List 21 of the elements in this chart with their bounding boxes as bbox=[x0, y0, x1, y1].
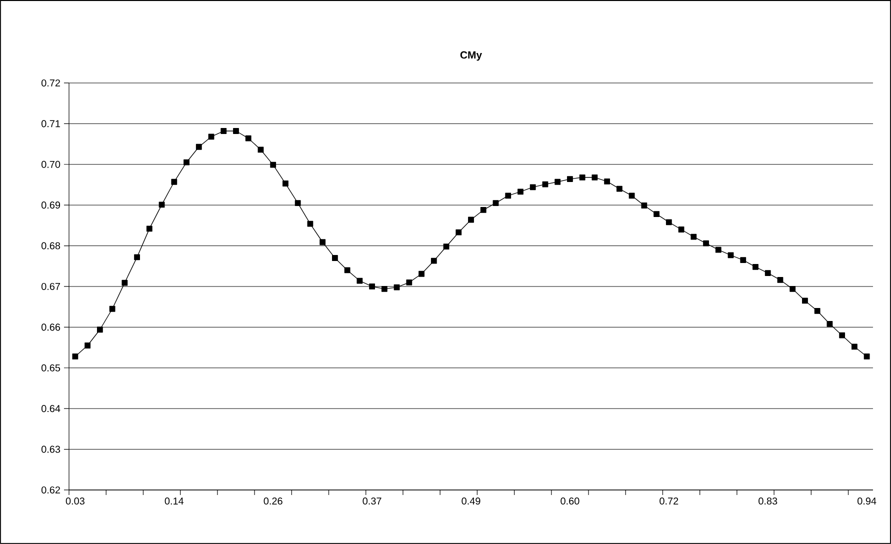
y-tick-label: 0.67 bbox=[41, 282, 60, 290]
y-tick-label: 0.66 bbox=[41, 324, 60, 331]
x-tick-label: 0.37 bbox=[362, 498, 382, 505]
y-tick-label: 0.65 bbox=[41, 364, 60, 372]
chart-title: CMy bbox=[460, 51, 482, 61]
y-tick-label: 0.72 bbox=[41, 79, 60, 87]
x-tick-label: 0.60 bbox=[560, 498, 580, 505]
x-tick-label: 0.26 bbox=[264, 498, 282, 505]
x-tick-label: 0.94 bbox=[858, 498, 876, 505]
x-tick-label: 0.49 bbox=[462, 498, 480, 505]
y-tick-label: 0.68 bbox=[41, 242, 60, 250]
y-tick-label: 0.62 bbox=[41, 486, 60, 494]
y-tick-label: 0.71 bbox=[41, 120, 60, 128]
x-tick-label: 0.72 bbox=[660, 498, 678, 505]
x-tick-label: 0.83 bbox=[758, 498, 778, 505]
x-tick-label: 0.03 bbox=[66, 498, 84, 505]
x-tick-label: 0.14 bbox=[164, 498, 184, 505]
y-tick-label: 0.70 bbox=[41, 160, 60, 168]
y-tick-label: 0.69 bbox=[41, 202, 60, 209]
y-tick-label: 0.64 bbox=[41, 405, 60, 412]
y-tick-label: 0.63 bbox=[41, 446, 60, 453]
